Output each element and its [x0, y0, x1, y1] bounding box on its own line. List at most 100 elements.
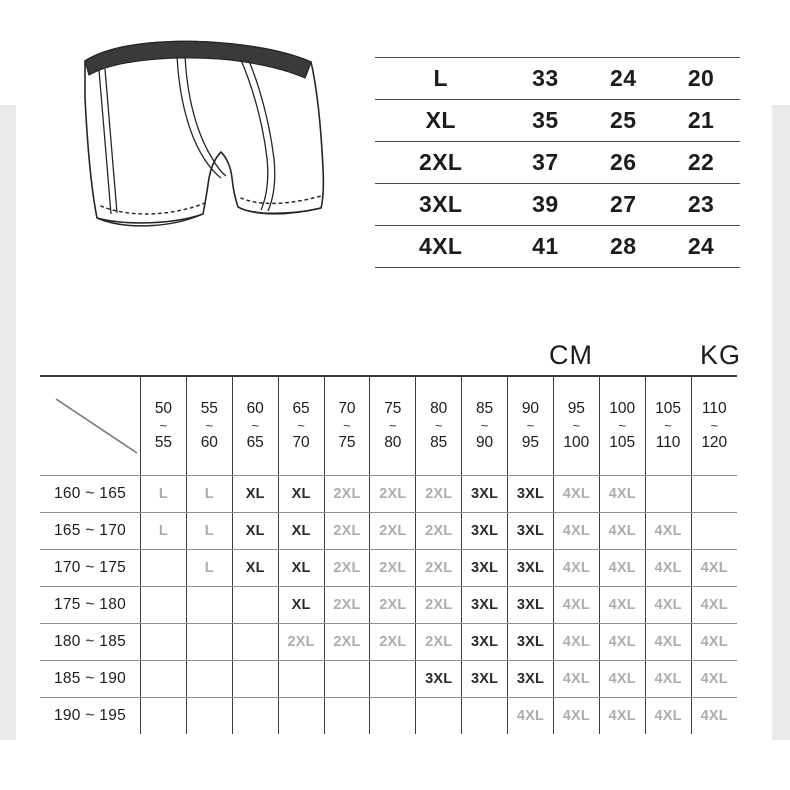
matrix-cell-size: XL	[232, 549, 279, 587]
weight-low: 95	[567, 400, 585, 418]
weight-high: 110	[655, 433, 681, 451]
weight-range-tilde: ~	[343, 418, 351, 434]
matrix-cell-size: XL	[232, 512, 279, 550]
unit-caption-row: CM KG	[40, 330, 740, 377]
row-value-3: 24	[662, 225, 740, 268]
weight-low: 50	[154, 400, 173, 418]
weight-low: 55	[200, 400, 218, 418]
weight-column-header: 55 ~60	[186, 377, 233, 476]
matrix-cell-empty	[232, 660, 279, 698]
row-value-1: 33	[506, 57, 585, 100]
row-value-3: 20	[662, 57, 740, 100]
row-size-label: 2XL	[375, 141, 507, 184]
matrix-cell-size: 2XL	[369, 586, 417, 624]
matrix-cell-size: 4XL	[645, 586, 692, 624]
measurement-table: L 33 24 20 XL 35 25 21 2XL 37 26 22 3XL …	[375, 57, 740, 268]
matrix-corner-diagonal	[40, 377, 141, 476]
matrix-cell-size: 2XL	[324, 623, 371, 661]
weight-range-tilde: ~	[480, 418, 489, 434]
matrix-cell-size: L	[186, 549, 233, 587]
matrix-body: 50 ~55 55 ~60 60 ~65 65 ~70 70 ~75 75 ~80 80 ~85 85 ~90…	[40, 377, 737, 734]
weight-range-tilde: ~	[434, 418, 443, 434]
row-value-1: 39	[506, 183, 585, 226]
matrix-cell-size: 4XL	[599, 697, 646, 734]
matrix-cell-size: 2XL	[415, 512, 463, 550]
weight-high: 120	[701, 433, 728, 451]
weight-column-header: 90 ~95	[507, 377, 554, 476]
matrix-cell-size: 2XL	[415, 623, 463, 661]
table-row: 3XL 39 27 23	[375, 183, 740, 226]
matrix-cell-size: XL	[278, 549, 325, 587]
matrix-cell-size: 4XL	[599, 549, 646, 587]
matrix-cell-empty	[140, 660, 187, 698]
weight-low: 100	[609, 400, 636, 418]
matrix-cell-size: 3XL	[507, 660, 554, 698]
matrix-cell-size: 3XL	[461, 512, 508, 550]
weight-high: 55	[154, 433, 173, 451]
weight-column-header: 60 ~65	[232, 377, 279, 476]
weight-low: 85	[475, 400, 494, 418]
matrix-cell-size: 2XL	[369, 623, 417, 661]
matrix-cell-size: 4XL	[553, 623, 600, 661]
height-row-header: 160 ~ 165	[40, 475, 141, 513]
diagonal-divider-icon	[40, 377, 140, 475]
height-row-header: 165 ~ 170	[40, 512, 141, 550]
matrix-cell-empty	[140, 623, 187, 661]
matrix-cell-size: L	[186, 475, 233, 513]
matrix-cell-empty	[691, 512, 737, 550]
height-row-header: 180 ~ 185	[40, 623, 141, 661]
matrix-cell-size: 4XL	[700, 708, 728, 724]
matrix-cell-size: 3XL	[507, 623, 554, 661]
matrix-cell-size: 4XL	[553, 586, 600, 624]
weight-range-tilde: ~	[297, 418, 305, 434]
weight-column-header: 95 ~100	[553, 377, 600, 476]
matrix-cell-empty	[369, 697, 417, 734]
matrix-row: 180 ~ 185 2XL 2XL 2XL 2XL 3XL 3XL 4XL 4XL 4XL 4XL	[40, 623, 737, 661]
matrix-cell-empty	[324, 697, 371, 734]
weight-range-tilde: ~	[664, 418, 672, 434]
matrix-cell-size: 4XL	[553, 660, 600, 698]
matrix-cell-empty	[461, 697, 508, 734]
row-value-1: 35	[506, 99, 585, 142]
matrix-cell-size: 2XL	[324, 512, 371, 550]
matrix-cell-empty	[232, 586, 279, 624]
weight-low: 70	[338, 400, 356, 418]
right-edge-band	[772, 105, 790, 740]
matrix-cell-size: XL	[278, 512, 325, 550]
matrix-cell-size: 2XL	[278, 623, 325, 661]
weight-high: 80	[384, 433, 402, 451]
matrix-cell-empty	[232, 697, 279, 734]
matrix-cell-empty	[186, 697, 233, 734]
weight-range-tilde: ~	[159, 418, 168, 434]
matrix-cell-size: 4XL	[691, 660, 737, 698]
matrix-cell-empty	[232, 623, 279, 661]
matrix-cell-size: 2XL	[324, 586, 371, 624]
weight-low: 65	[292, 400, 310, 418]
row-value-2: 24	[584, 57, 663, 100]
unit-kg-label: KG	[700, 340, 742, 370]
matrix-cell-size: 4XL	[599, 475, 646, 513]
matrix-cell-size: XL	[232, 475, 279, 513]
row-value-3: 23	[662, 183, 740, 226]
matrix-row: 160 ~ 165 L L XL XL 2XL 2XL 2XL 3XL 3XL 4XL 4XL	[40, 475, 737, 513]
matrix-cell-size: 4XL	[507, 697, 554, 734]
matrix-row: 190 ~ 195 4XL 4XL 4XL 4XL 4XL	[40, 697, 737, 734]
matrix-cell-size: 3XL	[507, 549, 554, 587]
weight-column-header: 65 ~70	[278, 377, 325, 476]
left-edge-band	[0, 105, 16, 740]
matrix-cell-size: L	[140, 512, 187, 550]
matrix-cell-size: 4XL	[553, 549, 600, 587]
weight-low: 75	[384, 400, 402, 418]
weight-high: 85	[430, 433, 448, 451]
row-size-label: L	[375, 57, 507, 100]
matrix-cell-size: 4XL	[645, 623, 692, 661]
weight-range-tilde: ~	[205, 418, 214, 434]
matrix-cell-empty	[186, 586, 233, 624]
matrix-cell-size: 4XL	[599, 586, 646, 624]
row-size-label: 3XL	[375, 183, 507, 226]
matrix-cell-size: 4XL	[645, 512, 692, 550]
row-size-label: 4XL	[375, 225, 507, 268]
matrix-cell-empty	[140, 586, 187, 624]
matrix-cell-size: 3XL	[461, 549, 508, 587]
row-value-1: 37	[506, 141, 585, 184]
